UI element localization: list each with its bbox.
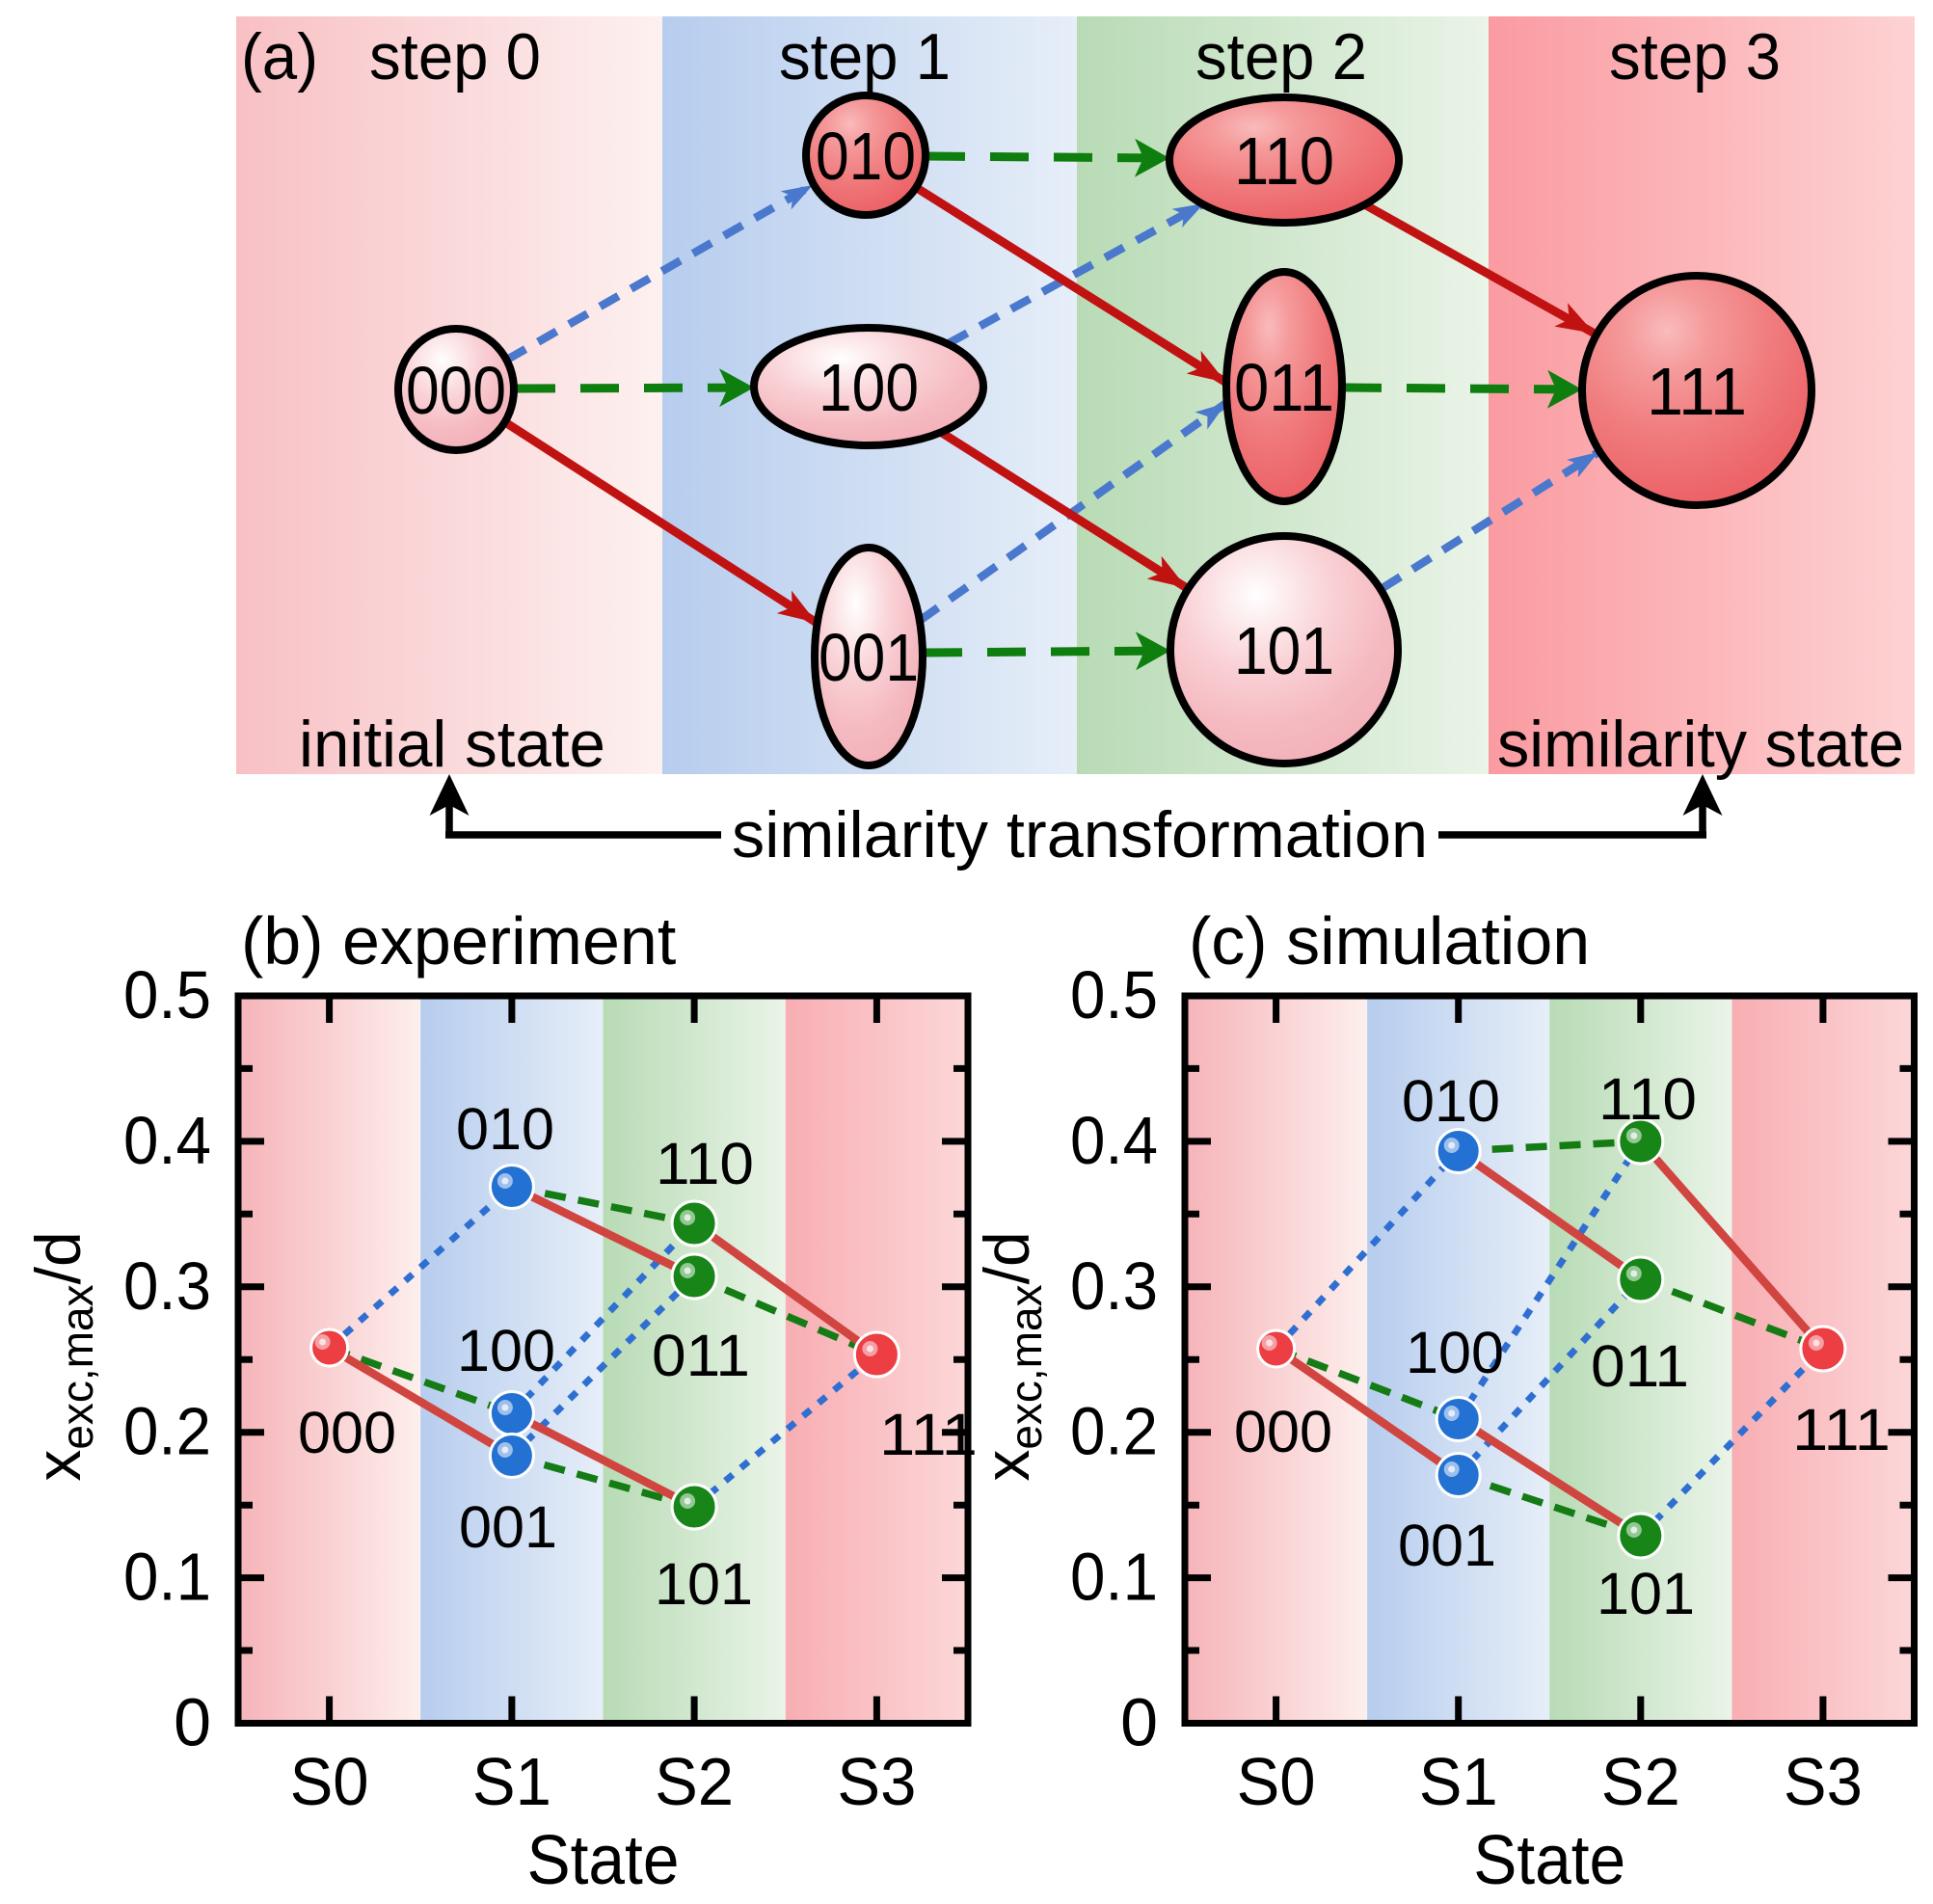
svg-text:0.2: 0.2 — [1070, 1394, 1158, 1469]
svg-text:S1: S1 — [1419, 1744, 1498, 1819]
svg-text:S2: S2 — [1601, 1744, 1680, 1819]
svg-text:0: 0 — [1120, 1685, 1158, 1760]
svg-text:0.1: 0.1 — [1070, 1540, 1158, 1615]
svg-text:xexc,max/d: xexc,max/d — [22, 1231, 102, 1481]
svg-text:001: 001 — [819, 620, 919, 695]
svg-text:S1: S1 — [472, 1744, 551, 1819]
svg-text:101: 101 — [1234, 613, 1334, 688]
svg-text:101: 101 — [655, 1551, 753, 1617]
svg-text:110: 110 — [1598, 1066, 1697, 1132]
svg-text:011: 011 — [1591, 1333, 1689, 1399]
svg-text:0.4: 0.4 — [123, 1103, 211, 1178]
svg-text:S0: S0 — [1237, 1744, 1316, 1819]
svg-text:0.2: 0.2 — [123, 1394, 211, 1469]
svg-text:100: 100 — [457, 1318, 555, 1383]
svg-text:similarity state: similarity state — [1497, 708, 1904, 781]
svg-text:step 1: step 1 — [779, 20, 951, 94]
svg-text:0.1: 0.1 — [123, 1540, 211, 1615]
svg-text:000: 000 — [406, 353, 506, 428]
svg-text:0.3: 0.3 — [1070, 1248, 1158, 1324]
svg-text:(b) experiment: (b) experiment — [241, 903, 676, 979]
svg-text:011: 011 — [652, 1323, 750, 1388]
svg-text:0.4: 0.4 — [1070, 1103, 1158, 1178]
svg-text:S0: S0 — [290, 1744, 369, 1819]
svg-text:111: 111 — [1647, 354, 1747, 429]
svg-text:similarity transformation: similarity transformation — [732, 798, 1428, 872]
svg-text:S3: S3 — [837, 1744, 916, 1819]
svg-text:0.3: 0.3 — [123, 1248, 211, 1324]
svg-text:010: 010 — [1402, 1068, 1500, 1134]
svg-text:0.5: 0.5 — [1070, 957, 1158, 1032]
svg-text:111: 111 — [879, 1402, 978, 1467]
svg-text:010: 010 — [456, 1096, 554, 1162]
svg-text:010: 010 — [816, 119, 916, 194]
svg-text:000: 000 — [1234, 1399, 1332, 1464]
svg-text:001: 001 — [459, 1494, 557, 1560]
svg-text:011: 011 — [1234, 350, 1334, 425]
svg-text:xexc,max/d: xexc,max/d — [971, 1231, 1051, 1481]
svg-text:step 2: step 2 — [1195, 20, 1367, 94]
svg-text:(c) simulation: (c) simulation — [1189, 903, 1590, 979]
svg-text:State: State — [527, 1822, 680, 1899]
svg-text:initial state: initial state — [299, 708, 605, 781]
svg-text:S3: S3 — [1784, 1744, 1863, 1819]
svg-text:S2: S2 — [655, 1744, 734, 1819]
svg-text:0.5: 0.5 — [123, 957, 211, 1032]
svg-text:(a): (a) — [241, 20, 318, 94]
svg-text:110: 110 — [1234, 123, 1334, 199]
svg-text:100: 100 — [819, 350, 919, 425]
svg-text:0: 0 — [174, 1685, 211, 1760]
svg-text:100: 100 — [1406, 1320, 1504, 1385]
svg-text:111: 111 — [1792, 1397, 1891, 1462]
svg-text:101: 101 — [1597, 1561, 1695, 1626]
svg-text:001: 001 — [1398, 1513, 1496, 1578]
svg-text:step 0: step 0 — [369, 20, 541, 94]
svg-text:000: 000 — [298, 1400, 396, 1465]
svg-text:step 3: step 3 — [1609, 20, 1781, 94]
svg-text:110: 110 — [656, 1131, 754, 1196]
svg-text:State: State — [1473, 1822, 1625, 1899]
